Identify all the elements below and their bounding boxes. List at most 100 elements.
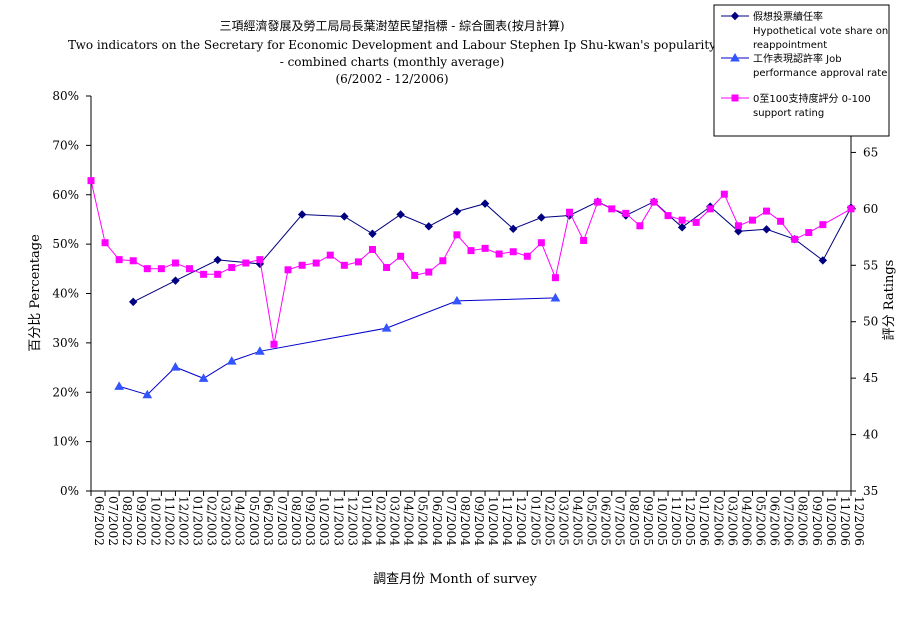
legend-entry-text: 0至100支持度評分 0-100 xyxy=(753,92,871,105)
y-axis-label-left: 百分比 Percentage xyxy=(28,234,43,352)
series-0 xyxy=(129,197,856,307)
legend-entry-text: reappointment xyxy=(753,40,827,51)
x-tick-label: 09/2002 xyxy=(134,496,148,546)
data-point xyxy=(706,205,714,213)
y-tick-label-right: 55 xyxy=(863,258,878,272)
data-point xyxy=(509,224,518,234)
y-tick-label-right: 65 xyxy=(863,145,878,159)
data-point xyxy=(762,225,771,234)
data-point xyxy=(480,199,490,208)
chart-title-line: Two indicators on the Secretary for Econ… xyxy=(68,38,716,52)
x-tick-label: 03/2003 xyxy=(219,496,233,546)
chart-title-line: - combined charts (monthly average) xyxy=(280,55,505,69)
x-tick-label: 05/2004 xyxy=(416,496,430,546)
x-tick-label: 11/2005 xyxy=(669,496,683,546)
y-tick-label-right: 40 xyxy=(863,428,878,442)
data-point xyxy=(452,295,462,305)
chart-title-line: (6/2002 - 12/2006) xyxy=(335,72,448,86)
series-line xyxy=(118,297,556,396)
x-tick-label: 09/2004 xyxy=(472,496,486,546)
x-tick-label: 08/2004 xyxy=(458,496,472,546)
data-point xyxy=(129,297,138,307)
x-tick-label: 02/2004 xyxy=(373,496,387,546)
data-point xyxy=(424,222,433,231)
x-tick-label: 11/2006 xyxy=(838,496,852,546)
y-axis-label-right: 評分 Ratings xyxy=(882,260,897,341)
data-point xyxy=(734,227,743,236)
x-tick-label: 04/2004 xyxy=(402,496,416,546)
data-point xyxy=(143,265,151,273)
data-point xyxy=(340,261,348,269)
data-point xyxy=(298,261,306,269)
x-tick-label: 12/2003 xyxy=(345,496,359,546)
x-tick-label: 05/2005 xyxy=(585,496,599,546)
data-point xyxy=(114,381,125,390)
x-tick-label: 05/2003 xyxy=(247,496,261,546)
data-point xyxy=(580,236,588,244)
y-tick-label-right: 45 xyxy=(863,371,878,385)
data-point xyxy=(129,257,137,265)
x-tick-label: 09/2006 xyxy=(810,496,824,546)
x-tick-label: 03/2005 xyxy=(556,496,570,546)
data-point xyxy=(171,259,179,267)
y-tick-label-left: 80% xyxy=(52,89,79,103)
y-tick-label-right: 35 xyxy=(863,484,878,498)
legend-entry-text: 假想投票續任率 xyxy=(753,10,823,23)
x-tick-label: 12/2005 xyxy=(683,496,697,546)
data-point xyxy=(791,235,799,243)
x-tick-label: 06/2002 xyxy=(92,496,106,546)
y-tick-label-left: 20% xyxy=(52,385,79,399)
data-point xyxy=(213,255,222,265)
data-point xyxy=(255,346,265,355)
chart-axes: 0% 10% 20% 30% 40% 50% 60% 70% 80% 35 40 45 50 55 60 65… xyxy=(28,89,897,587)
series-line xyxy=(90,180,852,345)
legend-entry-text: performance approval rate xyxy=(753,68,887,79)
data-point xyxy=(523,252,531,260)
x-tick-label: 01/2004 xyxy=(359,496,373,546)
data-point xyxy=(198,373,209,382)
x-tick-label: 01/2003 xyxy=(191,496,205,546)
data-point xyxy=(847,205,855,213)
x-tick-label: 07/2006 xyxy=(782,496,796,546)
x-tick-label: 01/2006 xyxy=(697,496,711,546)
data-point xyxy=(411,271,419,279)
data-point xyxy=(381,323,392,332)
data-point xyxy=(678,216,686,224)
series-1 xyxy=(114,292,561,399)
data-point xyxy=(256,256,264,264)
data-point xyxy=(312,259,320,267)
data-point xyxy=(777,217,785,225)
legend-swatch-marker xyxy=(731,94,739,102)
data-point xyxy=(481,244,489,252)
x-tick-label: 07/2002 xyxy=(106,496,120,546)
y-tick-label-left: 10% xyxy=(52,435,79,449)
data-point xyxy=(594,198,602,206)
data-point xyxy=(226,356,237,365)
data-point xyxy=(452,207,462,216)
data-point xyxy=(608,205,616,213)
data-point xyxy=(425,268,433,276)
data-point xyxy=(186,265,194,273)
chart-legend: 假想投票續任率 Hypothetical vote share on reappoi… xyxy=(713,4,890,137)
data-point xyxy=(748,216,756,224)
data-point xyxy=(566,208,574,216)
x-axis-label: 調查月份 Month of survey xyxy=(373,572,537,587)
x-tick-label: 03/2006 xyxy=(725,496,739,546)
data-point xyxy=(214,270,222,278)
y-tick-label-left: 70% xyxy=(52,138,79,152)
data-point xyxy=(439,257,447,265)
x-tick-label: 10/2002 xyxy=(148,496,162,546)
y-tick-label-right: 60 xyxy=(863,202,878,216)
legend-swatch-marker xyxy=(730,11,740,21)
y-tick-label-left: 60% xyxy=(52,188,79,202)
x-tick-label: 01/2005 xyxy=(528,496,542,546)
x-tick-label: 06/2006 xyxy=(768,496,782,546)
x-tick-label: 02/2003 xyxy=(205,496,219,546)
x-tick-label: 10/2006 xyxy=(824,496,838,546)
x-tick-label: 07/2005 xyxy=(613,496,627,546)
x-tick-label: 08/2002 xyxy=(120,496,134,546)
x-tick-label: 09/2003 xyxy=(303,496,317,546)
x-tick-label: 02/2005 xyxy=(542,496,556,546)
data-point xyxy=(467,247,475,255)
x-tick-label: 08/2003 xyxy=(289,496,303,546)
